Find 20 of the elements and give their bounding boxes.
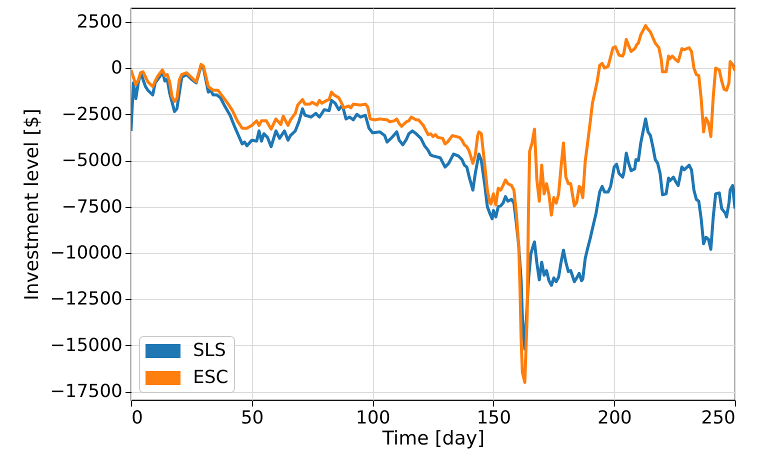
y-tick-label: −10000	[50, 242, 122, 264]
x-tick-label: 150	[476, 408, 512, 428]
legend-label: SLS	[193, 340, 226, 361]
x-tick-label: 200	[598, 408, 632, 428]
y-tick-label: −5000	[62, 150, 122, 172]
y-tick-label: −15000	[50, 334, 122, 356]
y-tick-label: −2500	[62, 104, 122, 125]
line-series	[131, 24, 735, 384]
y-tick-label: −17500	[50, 381, 122, 402]
legend-label: ESC	[193, 367, 228, 388]
x-axis-title: Time [day]	[381, 428, 485, 450]
y-tick-label: 2500	[76, 11, 122, 32]
x-tick-label: 250	[701, 408, 736, 428]
x-tick-label: 50	[240, 408, 264, 428]
x-tick-label: 100	[356, 408, 390, 428]
y-tick-label: 0	[111, 58, 122, 79]
y-tick-label: −7500	[62, 196, 122, 218]
x-tick-label: 0	[132, 408, 143, 428]
y-tick-label: −12500	[50, 288, 122, 310]
y-axis-title: Investment level [$]	[21, 108, 44, 300]
